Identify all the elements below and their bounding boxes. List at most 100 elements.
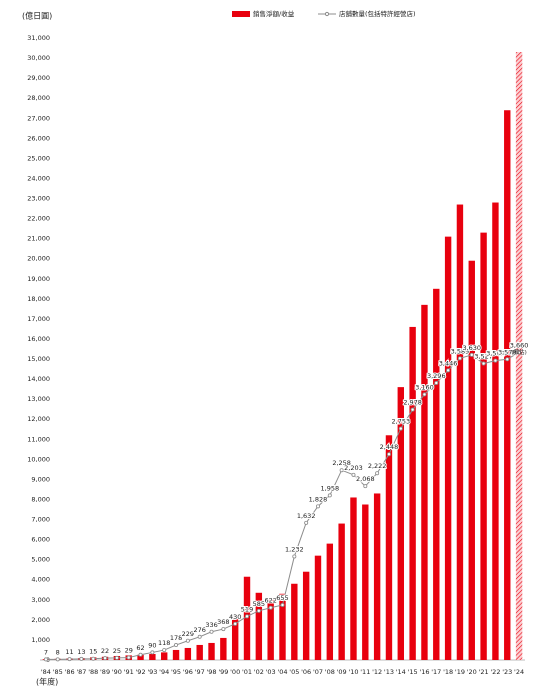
y-tick-label: 30,000: [27, 54, 50, 62]
y-tick-label: 6,000: [31, 536, 50, 544]
bar: [326, 543, 334, 660]
bar: [421, 304, 428, 660]
data-label: 2,448: [380, 443, 399, 451]
line-point: [481, 361, 486, 366]
legend-label: 銷售淨額/收益: [253, 9, 295, 18]
line-point: [209, 629, 214, 634]
y-tick-label: 18,000: [27, 295, 50, 303]
x-tick-label: '96: [183, 668, 193, 676]
line-point: [375, 471, 380, 476]
bar: [196, 644, 203, 660]
line-point: [315, 504, 320, 509]
y-tick-label: 24,000: [27, 174, 50, 182]
line-point: [174, 643, 179, 648]
bar: [184, 647, 192, 660]
data-label: 22: [101, 647, 109, 655]
bar: [267, 598, 274, 660]
data-label: 430: [229, 613, 241, 621]
legend-swatch: [324, 11, 330, 17]
y-tick-label: 29,000: [27, 74, 50, 82]
x-tick-label: '18: [443, 668, 453, 676]
data-label: 2,068: [356, 475, 375, 483]
data-label: 3,660: [510, 341, 529, 349]
data-label: 3,527: [474, 353, 493, 361]
data-label: 519: [241, 605, 253, 613]
x-tick-label: '16: [419, 668, 429, 676]
data-label: 1,232: [285, 545, 304, 553]
bar: [433, 288, 440, 660]
line-point: [517, 350, 522, 355]
x-tick-label: '90: [112, 668, 122, 676]
bar: [231, 614, 239, 660]
x-tick-label: '17: [431, 668, 441, 676]
y-tick-label: 23,000: [27, 195, 50, 203]
x-tick-label: '21: [479, 668, 489, 676]
line-point: [304, 520, 309, 525]
bar: [314, 555, 322, 660]
bar: [515, 52, 523, 660]
data-label: 178: [170, 634, 182, 642]
y-tick-label: 21,000: [27, 235, 50, 243]
y-tick-label: 9,000: [31, 475, 50, 483]
data-label: 1,632: [297, 512, 316, 520]
data-label: 229: [182, 630, 194, 638]
bar: [492, 202, 499, 660]
data-label: 29: [125, 647, 133, 655]
data-label: 2,203: [344, 464, 363, 472]
y-tick-label: 2,000: [31, 616, 50, 624]
bar: [302, 571, 310, 660]
data-label: 2,978: [403, 399, 422, 407]
line-point: [79, 656, 84, 661]
bar: [279, 593, 286, 660]
x-tick-label: '91: [124, 668, 134, 676]
x-tick-label: '99: [218, 668, 228, 676]
line-point: [457, 356, 462, 361]
x-tick-label: '12: [372, 668, 382, 676]
x-tick-label: '00: [230, 668, 240, 676]
bar: [362, 504, 369, 660]
bar: [291, 583, 298, 660]
x-tick-label: '05: [289, 668, 299, 676]
x-tick-label: '20: [467, 668, 477, 676]
line-point: [469, 352, 474, 357]
x-tick-label: '11: [360, 668, 370, 676]
data-label: 368: [217, 618, 229, 626]
data-label: 62: [136, 644, 144, 652]
y-tick-label: 13,000: [27, 395, 50, 403]
y-tick-label: 19,000: [27, 275, 50, 283]
data-label: 25: [113, 647, 121, 655]
bar: [350, 497, 357, 660]
y-tick-label: 5,000: [31, 556, 50, 564]
data-label: 3,562: [486, 350, 505, 358]
y-tick-label: 11,000: [27, 435, 50, 443]
bar: [480, 232, 487, 661]
x-tick-label: '08: [325, 668, 335, 676]
y-tick-label: 22,000: [27, 215, 50, 223]
x-tick-label: '02: [254, 668, 264, 676]
x-tick-label: '85: [53, 668, 63, 676]
line-point: [221, 627, 226, 632]
x-tick-label: '15: [408, 668, 418, 676]
data-label: 2,258: [332, 459, 351, 467]
data-label: 655: [276, 594, 288, 602]
data-label: 118: [158, 639, 170, 647]
x-tick-label: '94: [159, 668, 169, 676]
x-tick-label: '14: [396, 668, 406, 676]
bar: [456, 204, 464, 661]
y-tick-label: 20,000: [27, 255, 50, 263]
bar: [409, 326, 416, 660]
y-tick-label: 10,000: [27, 455, 50, 463]
line-point: [339, 468, 344, 473]
data-label: 1,958: [321, 484, 340, 492]
line-point: [386, 452, 391, 457]
x-tick-label: '98: [206, 668, 216, 676]
x-tick-label: '06: [301, 668, 311, 676]
data-label: 585: [253, 600, 265, 608]
data-label: 11: [65, 648, 73, 656]
x-tick-label: '19: [455, 668, 465, 676]
line-point: [91, 656, 96, 661]
x-tick-label: '04: [277, 668, 287, 676]
line-point: [185, 638, 190, 643]
bar: [444, 236, 452, 660]
line-point: [150, 650, 155, 655]
